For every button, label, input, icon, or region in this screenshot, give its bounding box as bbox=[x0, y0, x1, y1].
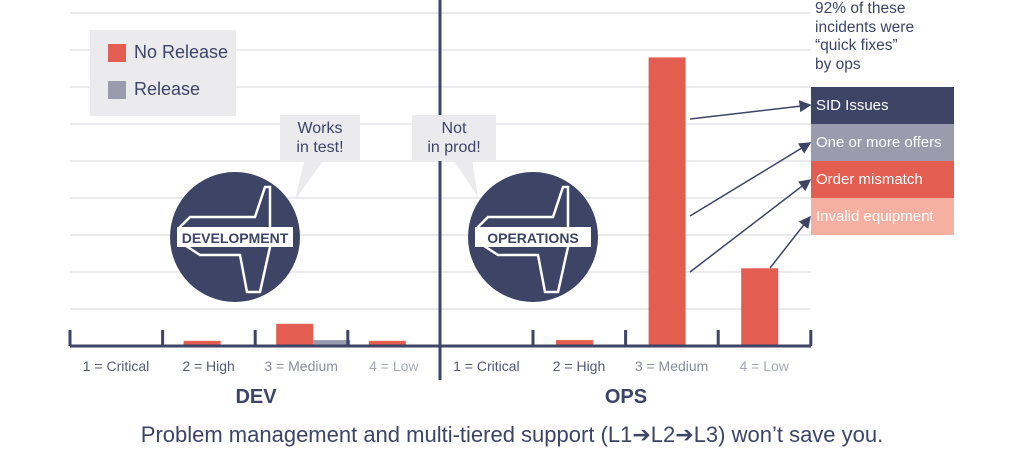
callout-arrow bbox=[689, 179, 812, 273]
cause-sid-issues: SID Issues bbox=[811, 87, 954, 124]
speech-bubble-dev: Works in test! bbox=[280, 115, 360, 161]
note-line: “quick fixes” bbox=[815, 37, 898, 54]
bar-dev-3-no-release bbox=[276, 323, 314, 346]
tick-label: 3 = Medium bbox=[264, 358, 338, 374]
tick-label: 4 = Low bbox=[739, 358, 789, 374]
callout-arrow bbox=[769, 215, 811, 269]
legend-item-release: Release bbox=[108, 79, 200, 100]
legend-label: Release bbox=[134, 79, 201, 99]
speech-bubble-ops: Not in prod! bbox=[412, 115, 496, 161]
ops-icon-label: OPERATIONS bbox=[487, 230, 579, 246]
callout-arrow bbox=[689, 100, 812, 120]
bubble-line: in prod! bbox=[427, 139, 481, 156]
bar-dev-3-release bbox=[313, 340, 351, 346]
bar-ops-4-no-release bbox=[741, 268, 779, 346]
tick-label: 1 = Critical bbox=[82, 358, 150, 374]
cause-invalid-equipment: Invalid equipment bbox=[811, 198, 954, 235]
ops-icon-label-bg bbox=[475, 227, 591, 247]
note-line: by ops bbox=[815, 55, 861, 73]
dev-icon-label-bg bbox=[177, 227, 293, 247]
bar-ops-3-no-release bbox=[648, 57, 686, 347]
callout-arrow bbox=[689, 142, 812, 217]
dev-icon-label: DEVELOPMENT bbox=[182, 230, 289, 246]
note-line: 92% of these bbox=[815, 0, 906, 17]
legend-swatch-release bbox=[108, 80, 126, 99]
bar-dev-4-no-release bbox=[368, 340, 406, 346]
group-label-dev: DEV bbox=[235, 386, 277, 408]
group-label-ops: OPS bbox=[604, 386, 648, 408]
annotation-note: 92% of these incidents were “quick fixes… bbox=[815, 0, 1015, 74]
dev-icon-megaphone-icon bbox=[178, 185, 272, 294]
bubble-line: Works bbox=[297, 120, 343, 137]
bar-ops-2-no-release bbox=[556, 340, 593, 346]
legend-swatch-no-release bbox=[108, 43, 126, 62]
legend: No Release Release bbox=[90, 30, 236, 116]
legend-label: No Release bbox=[134, 42, 229, 62]
cause-order-mismatch: Order mismatch bbox=[811, 161, 954, 198]
tick-label: 4 = Low bbox=[369, 358, 419, 374]
bubble-tail bbox=[452, 158, 478, 197]
bar-dev-2-no-release bbox=[183, 340, 221, 346]
tick-label: 1 = Critical bbox=[453, 358, 520, 374]
tick-label: 3 = Medium bbox=[634, 358, 709, 374]
ops-icon-megaphone-icon bbox=[476, 185, 570, 294]
legend-item-no-release: No Release bbox=[108, 42, 228, 63]
tick-label: 2 = High bbox=[182, 358, 235, 374]
bubble-line: Not bbox=[441, 120, 467, 137]
tick-label: 2 = High bbox=[552, 358, 606, 374]
note-line: incidents were bbox=[815, 18, 915, 36]
bubble-tail bbox=[295, 158, 325, 200]
bubble-line: in test! bbox=[296, 139, 344, 156]
cause-offers: One or more offers bbox=[811, 124, 954, 161]
footer-caption: Problem management and multi-tiered supp… bbox=[140, 422, 884, 447]
